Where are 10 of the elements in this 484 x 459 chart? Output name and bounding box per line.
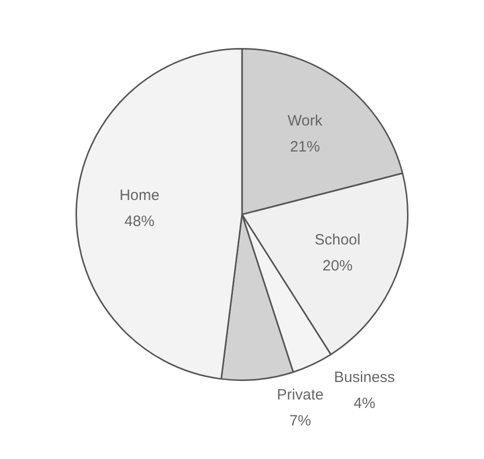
slice-label: Business (334, 368, 395, 386)
slice-label: Work (288, 112, 323, 130)
slice-label: Home (119, 187, 160, 204)
data-label: 4% (354, 394, 376, 412)
slice-label: School (314, 231, 360, 248)
data-label: 21% (290, 138, 320, 156)
data-label: 7% (289, 412, 312, 430)
slice-label: Private (276, 386, 324, 404)
data-label: 48% (124, 213, 154, 230)
data-label: 20% (322, 257, 353, 274)
